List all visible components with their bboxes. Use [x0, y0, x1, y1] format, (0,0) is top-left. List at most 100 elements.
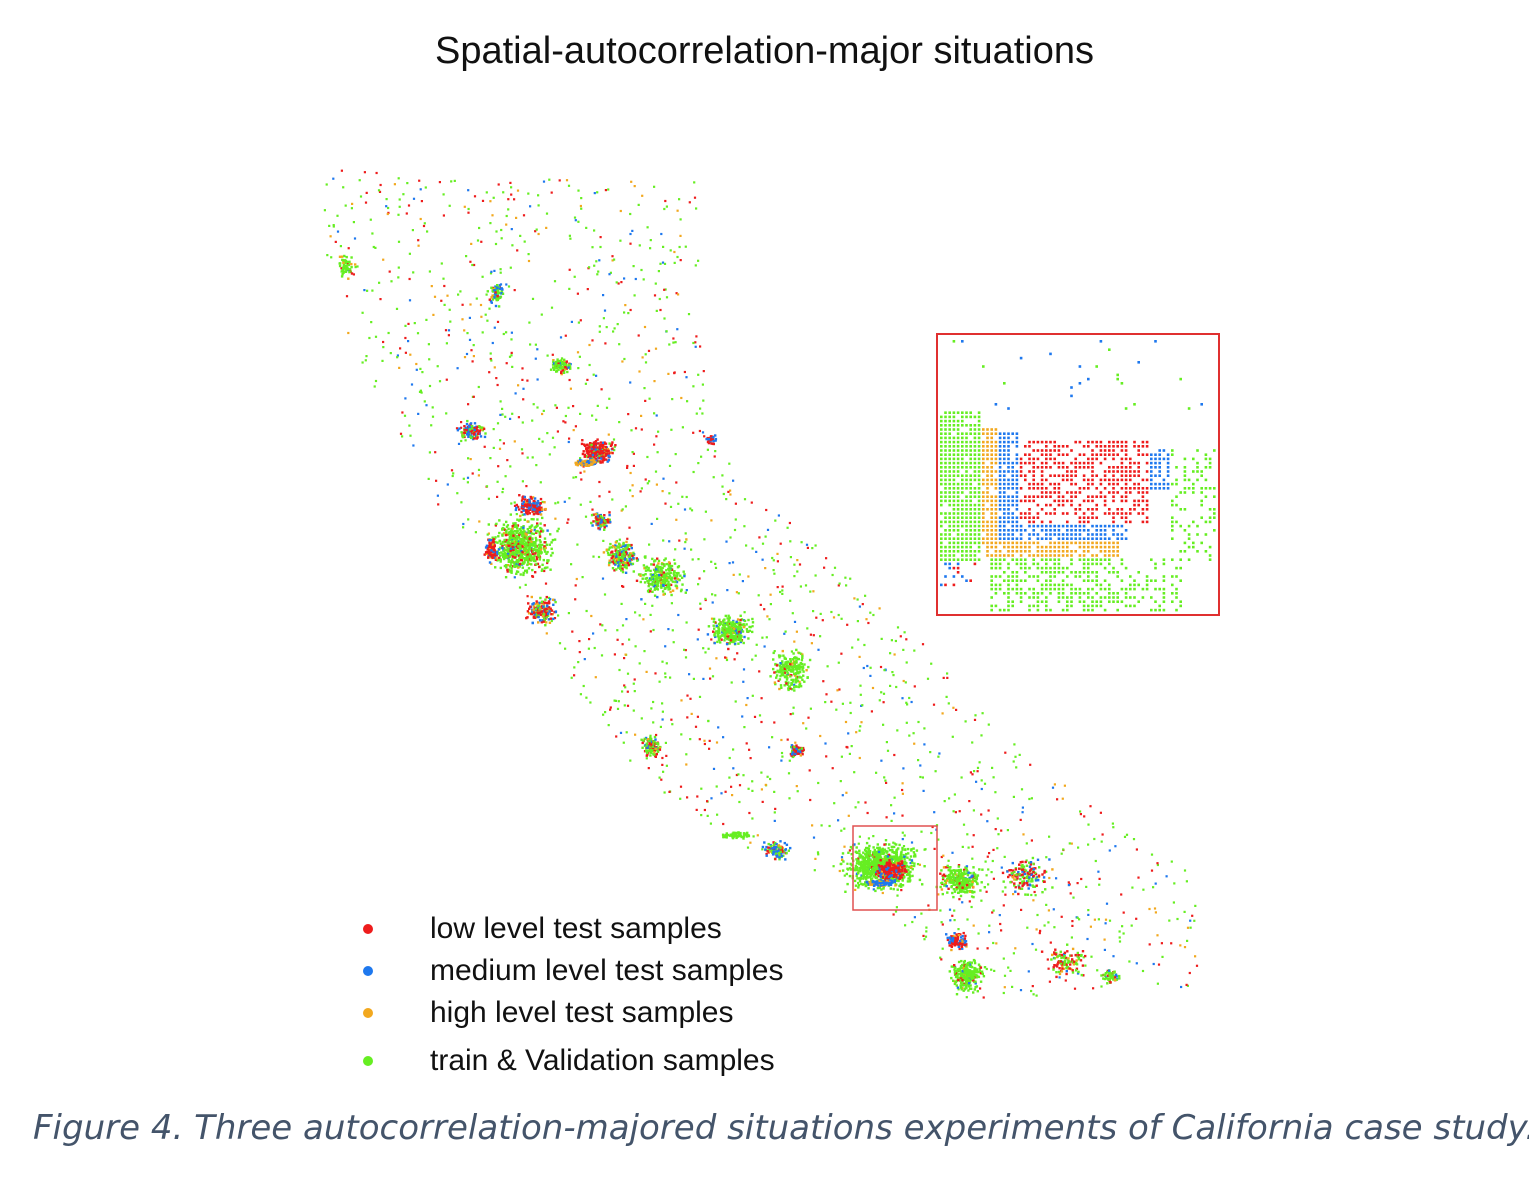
sample-point-medium: [554, 610, 557, 614]
sample-point-train: [537, 605, 540, 608]
sample-point-train: [728, 756, 731, 760]
sample-point-medium: [608, 513, 611, 517]
sample-point-medium: [713, 641, 716, 645]
sample-point-train: [423, 400, 426, 403]
sample-point-train: [902, 648, 905, 651]
sample-point-train: [542, 617, 546, 620]
sample-point-train: [719, 641, 722, 644]
sample-point-train: [493, 294, 496, 297]
sample-point-train: [1012, 795, 1015, 798]
sample-point-high: [506, 564, 510, 567]
sample-point-train: [540, 551, 543, 554]
sample-point-train: [685, 753, 688, 756]
sample-point-low: [460, 421, 463, 424]
sample-point-train: [880, 637, 883, 640]
sample-point-train: [737, 626, 740, 629]
sample-point-train: [487, 523, 490, 526]
sample-point-train: [622, 547, 625, 551]
sample-point-low: [664, 502, 667, 505]
sample-point-train: [729, 640, 732, 644]
sample-point-low: [608, 490, 611, 493]
sample-point-low: [941, 923, 944, 926]
sample-point-train: [1090, 955, 1093, 958]
sample-point-train: [698, 695, 702, 698]
sample-point-train: [374, 379, 378, 383]
sample-point-train: [728, 632, 732, 635]
sample-point-medium: [711, 601, 714, 604]
sample-point-high: [995, 942, 998, 945]
sample-point-train: [857, 638, 860, 641]
sample-point-low: [549, 617, 552, 620]
sample-point-train: [650, 577, 653, 580]
sample-point-low: [621, 643, 624, 646]
sample-point-high: [1154, 911, 1157, 914]
sample-point-train: [536, 406, 539, 409]
sample-point-medium: [694, 345, 697, 348]
sample-point-train: [460, 501, 463, 504]
sample-point-low: [382, 340, 385, 344]
sample-point-high: [505, 544, 508, 547]
sample-point-low: [543, 610, 546, 613]
sample-point-train: [567, 406, 570, 409]
sample-point-medium: [795, 747, 798, 750]
sample-point-medium: [578, 458, 582, 462]
sample-point-high: [583, 470, 586, 473]
sample-point-low: [594, 440, 598, 443]
sample-point-low: [795, 746, 798, 749]
sample-point-low: [629, 242, 632, 245]
sample-point-high: [607, 433, 610, 436]
sample-point-low: [579, 471, 582, 474]
sample-point-train: [649, 738, 652, 741]
sample-point-high: [667, 372, 670, 375]
sample-point-low: [540, 605, 544, 608]
sample-point-train: [647, 590, 651, 594]
sample-point-low: [596, 446, 599, 449]
sample-point-train: [799, 685, 803, 688]
sample-point-train: [532, 542, 535, 545]
sample-point-train: [514, 530, 518, 533]
sample-point-low: [1002, 904, 1005, 907]
sample-point-train: [459, 290, 462, 293]
sample-point-train: [1186, 939, 1189, 942]
sample-point-medium: [732, 479, 735, 482]
sample-point-train: [630, 429, 633, 432]
sample-point-train: [861, 883, 865, 886]
sample-point-train: [511, 552, 514, 556]
sample-point-high: [432, 313, 435, 316]
sample-point-train: [343, 259, 347, 262]
sample-point-low: [986, 947, 989, 950]
sample-point-train: [651, 745, 654, 748]
sample-point-low: [665, 754, 668, 757]
sample-point-train: [495, 292, 499, 295]
sample-point-medium: [632, 557, 635, 560]
sample-point-medium: [739, 631, 742, 634]
sample-point-train: [603, 528, 606, 531]
sample-point-train: [905, 661, 908, 664]
sample-point-low: [1069, 892, 1072, 895]
sample-point-low: [596, 451, 599, 454]
sample-point-medium: [513, 546, 516, 549]
sample-point-train: [618, 538, 621, 541]
sample-point-train: [709, 822, 712, 825]
sample-point-train: [799, 665, 802, 668]
sample-point-low: [979, 987, 982, 990]
sample-point-train: [1011, 985, 1014, 988]
sample-point-medium: [602, 516, 606, 520]
sample-point-train: [663, 577, 667, 580]
sample-point-train: [442, 193, 445, 196]
sample-point-high: [1186, 926, 1190, 929]
sample-point-low: [604, 189, 607, 192]
sample-point-train: [522, 573, 525, 577]
sample-point-high: [605, 548, 609, 551]
sample-point-low: [546, 608, 549, 611]
sample-point-train: [1070, 936, 1073, 939]
sample-point-train: [478, 226, 481, 230]
sample-point-low: [712, 442, 715, 446]
sample-point-train: [514, 525, 517, 529]
sample-point-high: [847, 814, 850, 817]
sample-point-low: [460, 426, 463, 429]
sample-point-low: [593, 441, 596, 444]
sample-point-train: [680, 588, 683, 591]
sample-point-low: [378, 190, 382, 193]
sample-point-train: [466, 332, 469, 335]
